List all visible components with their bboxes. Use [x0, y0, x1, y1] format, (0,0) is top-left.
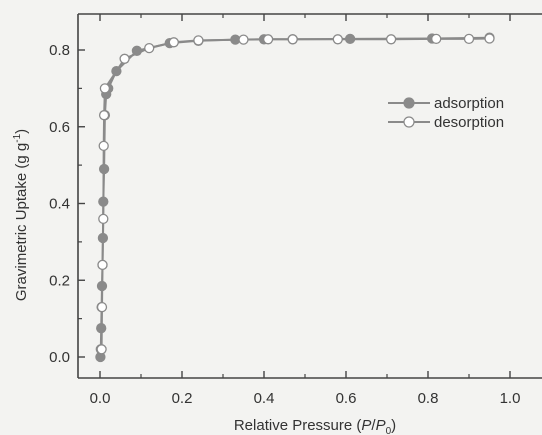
desorption-point: [119, 53, 130, 64]
desorption-point: [332, 34, 343, 45]
adsorption-point: [98, 163, 110, 175]
y-tick-label: 0.4: [49, 196, 70, 213]
desorption-point: [98, 110, 110, 121]
desorption-point: [97, 259, 108, 271]
x-tick-label: 0.4: [254, 390, 275, 407]
desorption-point: [96, 301, 108, 313]
adsorption-point: [96, 280, 108, 292]
desorption-point: [168, 37, 179, 48]
desorption-point: [238, 34, 249, 45]
legend: adsorption desorption: [388, 95, 504, 131]
desorption-point: [96, 344, 107, 355]
adsorption-point: [131, 45, 143, 56]
desorption-point: [463, 33, 475, 45]
x-tick-label: 1.0: [500, 390, 521, 407]
legend-desorption-marker: [403, 116, 415, 128]
adsorption-point: [96, 323, 107, 334]
y-axis-title: Gravimetric Uptake (g g-1): [12, 129, 30, 301]
desorption-point: [144, 42, 155, 54]
desorption-point: [99, 83, 111, 94]
y-tick-label: 0.2: [49, 272, 70, 289]
x-tick-label: 0.8: [418, 390, 439, 407]
x-axis-title: Relative Pressure (P/P0): [234, 417, 396, 435]
legend-adsorption-marker: [403, 97, 415, 109]
legend-desorption-label: desorption: [434, 114, 504, 131]
desorption-point: [431, 33, 442, 45]
x-tick-label: 0.6: [336, 390, 357, 407]
series-layer: [95, 32, 495, 363]
desorption-point: [287, 34, 298, 45]
desorption-point: [262, 34, 274, 45]
desorption-point: [98, 213, 109, 225]
x-tick-label: 0.2: [172, 390, 193, 407]
adsorption-point: [344, 33, 356, 45]
desorption-point: [484, 33, 495, 44]
desorption-point: [193, 35, 204, 46]
adsorption-point: [97, 232, 109, 244]
legend-adsorption-label: adsorption: [434, 95, 504, 112]
adsorption-point: [98, 196, 109, 207]
axes-layer: 0.0 0.2 0.4 0.6 0.8 1.0 0.0 0.2 0.4 0.6 0.8: [49, 13, 542, 407]
y-tick-label: 0.0: [49, 349, 70, 366]
desorption-point: [385, 34, 397, 45]
x-tick-label: 0.0: [90, 390, 111, 407]
y-tick-label: 0.8: [49, 42, 70, 59]
adsorption-point: [111, 65, 122, 77]
y-tick-label: 0.6: [49, 119, 70, 136]
desorption-point: [98, 140, 109, 152]
